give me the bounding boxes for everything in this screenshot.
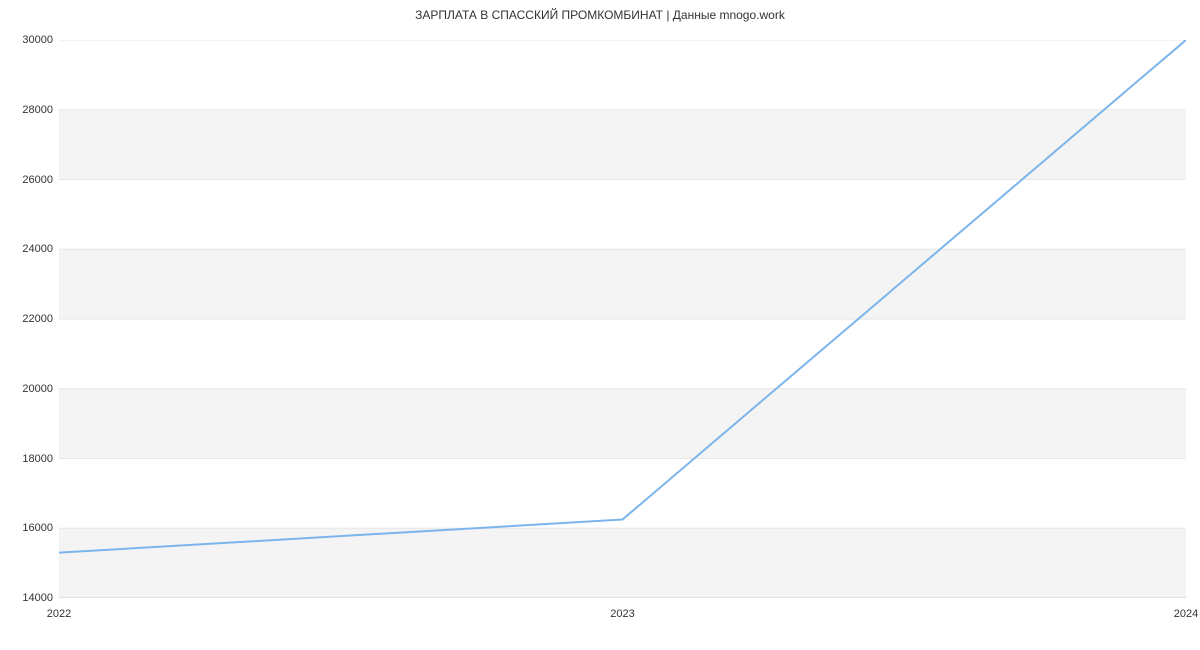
y-tick-label: 22000	[22, 313, 53, 325]
x-tick-label: 2024	[1174, 608, 1198, 620]
y-axis-labels: 1400016000180002000022000240002600028000…	[0, 40, 59, 598]
y-tick-label: 24000	[22, 243, 53, 255]
y-tick-label: 26000	[22, 174, 53, 186]
y-tick-label: 28000	[22, 104, 53, 116]
plot-area	[59, 40, 1186, 598]
chart-title: ЗАРПЛАТА В СПАССКИЙ ПРОМКОМБИНАТ | Данны…	[0, 8, 1200, 22]
plot-svg	[59, 40, 1186, 598]
y-tick-label: 14000	[22, 592, 53, 604]
y-tick-label: 30000	[22, 34, 53, 46]
x-tick-label: 2022	[47, 608, 71, 620]
x-axis-labels: 202220232024	[59, 604, 1186, 624]
y-tick-label: 20000	[22, 383, 53, 395]
y-tick-label: 18000	[22, 453, 53, 465]
y-tick-label: 16000	[22, 522, 53, 534]
salary-line-chart: ЗАРПЛАТА В СПАССКИЙ ПРОМКОМБИНАТ | Данны…	[0, 0, 1200, 650]
x-tick-label: 2023	[610, 608, 634, 620]
